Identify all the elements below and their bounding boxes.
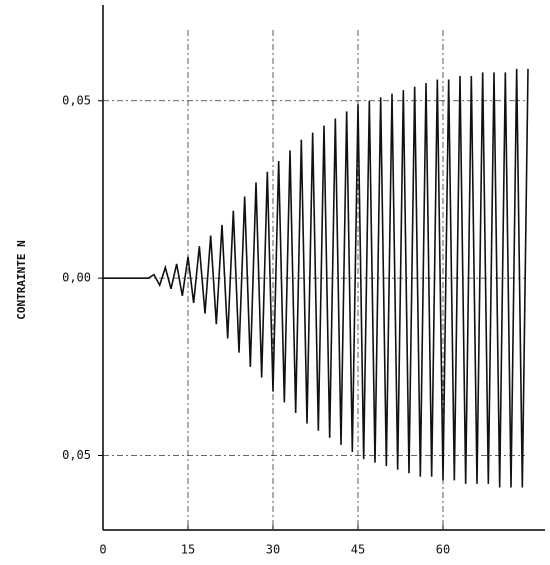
y-tick-label: 0,00 xyxy=(62,271,91,285)
line-series xyxy=(103,68,529,488)
x-tick-label: 45 xyxy=(351,543,365,557)
x-tick-label: 15 xyxy=(181,543,195,557)
x-tick-label: 60 xyxy=(436,543,450,557)
x-tick-label: 30 xyxy=(266,543,280,557)
y-axis-label: CONTRAINTE N xyxy=(15,240,28,319)
x-tick-label: 0 xyxy=(99,543,106,557)
y-tick-label: 0,05 xyxy=(62,448,91,462)
y-tick-label: 0,05 xyxy=(62,93,91,107)
